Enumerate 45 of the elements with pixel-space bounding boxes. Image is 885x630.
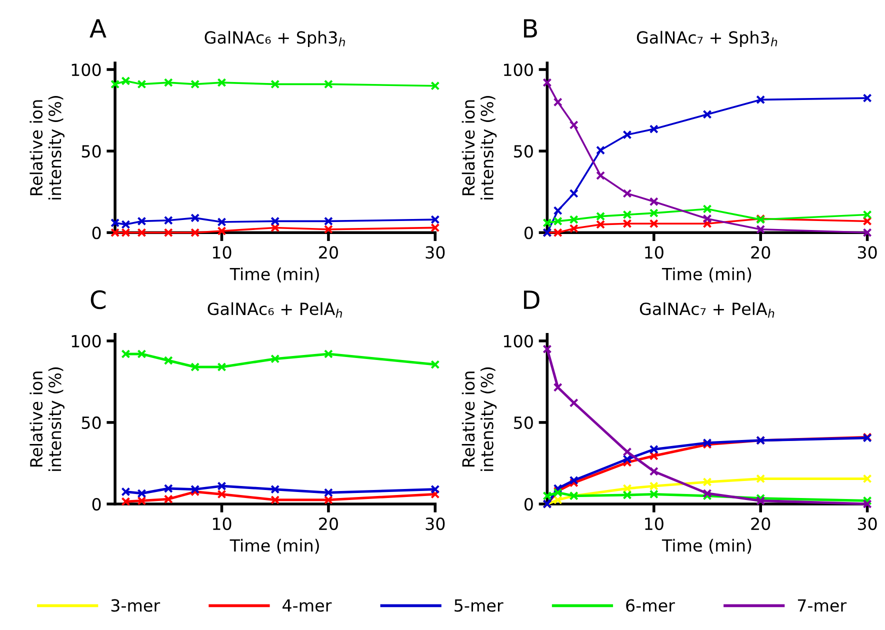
legend-label: 5-mer <box>454 599 504 612</box>
legend-label: 6-mer <box>626 599 675 612</box>
text: C <box>90 290 106 310</box>
chart-title: GalNAc₇ + Sph3$_{h}$ <box>636 30 778 48</box>
text: A <box>90 19 106 38</box>
y-tick-label: 50 <box>82 416 101 430</box>
y-axis-title: Relative ion intensity (%) <box>462 367 497 471</box>
chart-title: GalNAc₇ + PelA$_{h}$ <box>640 302 774 318</box>
x-tick-label: 30 <box>426 246 445 259</box>
y-axis-title: Relative ion intensity (%) <box>30 96 64 200</box>
y-axis-title: Relative ion intensity (%) <box>30 367 64 471</box>
x-axis-title: Time (min) <box>662 267 752 282</box>
x-axis-title: Time (min) <box>230 267 319 282</box>
y-tick-label: 50 <box>514 416 533 430</box>
y-tick-label: 0 <box>524 498 533 511</box>
x-tick-label: 10 <box>645 517 664 530</box>
x-tick-label: 10 <box>645 246 664 259</box>
x-tick-label: 30 <box>858 246 877 259</box>
y-tick-label: 100 <box>72 63 101 76</box>
x-tick-label: 20 <box>319 517 338 530</box>
y-axis-title: Relative ion intensity (%) <box>462 96 497 200</box>
y-tick-label: 50 <box>514 145 533 158</box>
x-tick-label: 20 <box>751 517 770 530</box>
y-tick-label: 0 <box>524 226 533 240</box>
y-tick-label: 0 <box>92 498 101 511</box>
chart-title: GalNAc₆ + PelA$_{h}$ <box>208 302 342 318</box>
x-tick-label: 30 <box>858 517 877 530</box>
x-tick-label: 10 <box>212 246 232 259</box>
y-tick-label: 100 <box>504 63 533 76</box>
y-tick-label: 100 <box>72 334 101 348</box>
x-tick-label: 30 <box>426 517 445 530</box>
x-tick-label: 20 <box>751 246 770 259</box>
y-tick-label: 0 <box>92 226 101 240</box>
y-tick-label: 100 <box>504 334 533 348</box>
x-tick-label: 20 <box>319 246 338 259</box>
x-axis-title: Time (min) <box>230 538 319 554</box>
x-tick-label: 10 <box>212 517 232 530</box>
legend-label: 4-mer <box>282 599 332 612</box>
legend-label: 7-mer <box>798 599 847 612</box>
chart-title: GalNAc₆ + Sph3$_{h}$ <box>204 30 345 48</box>
y-tick-label: 50 <box>82 145 101 158</box>
text: B <box>524 19 537 38</box>
legend-label: 3-mer <box>111 599 160 612</box>
x-axis-title: Time (min) <box>662 538 752 554</box>
text: D <box>524 290 540 309</box>
